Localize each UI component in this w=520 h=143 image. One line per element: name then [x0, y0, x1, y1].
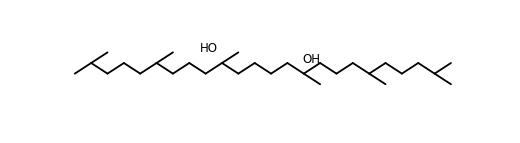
Text: OH: OH	[303, 53, 321, 66]
Text: HO: HO	[200, 42, 218, 55]
